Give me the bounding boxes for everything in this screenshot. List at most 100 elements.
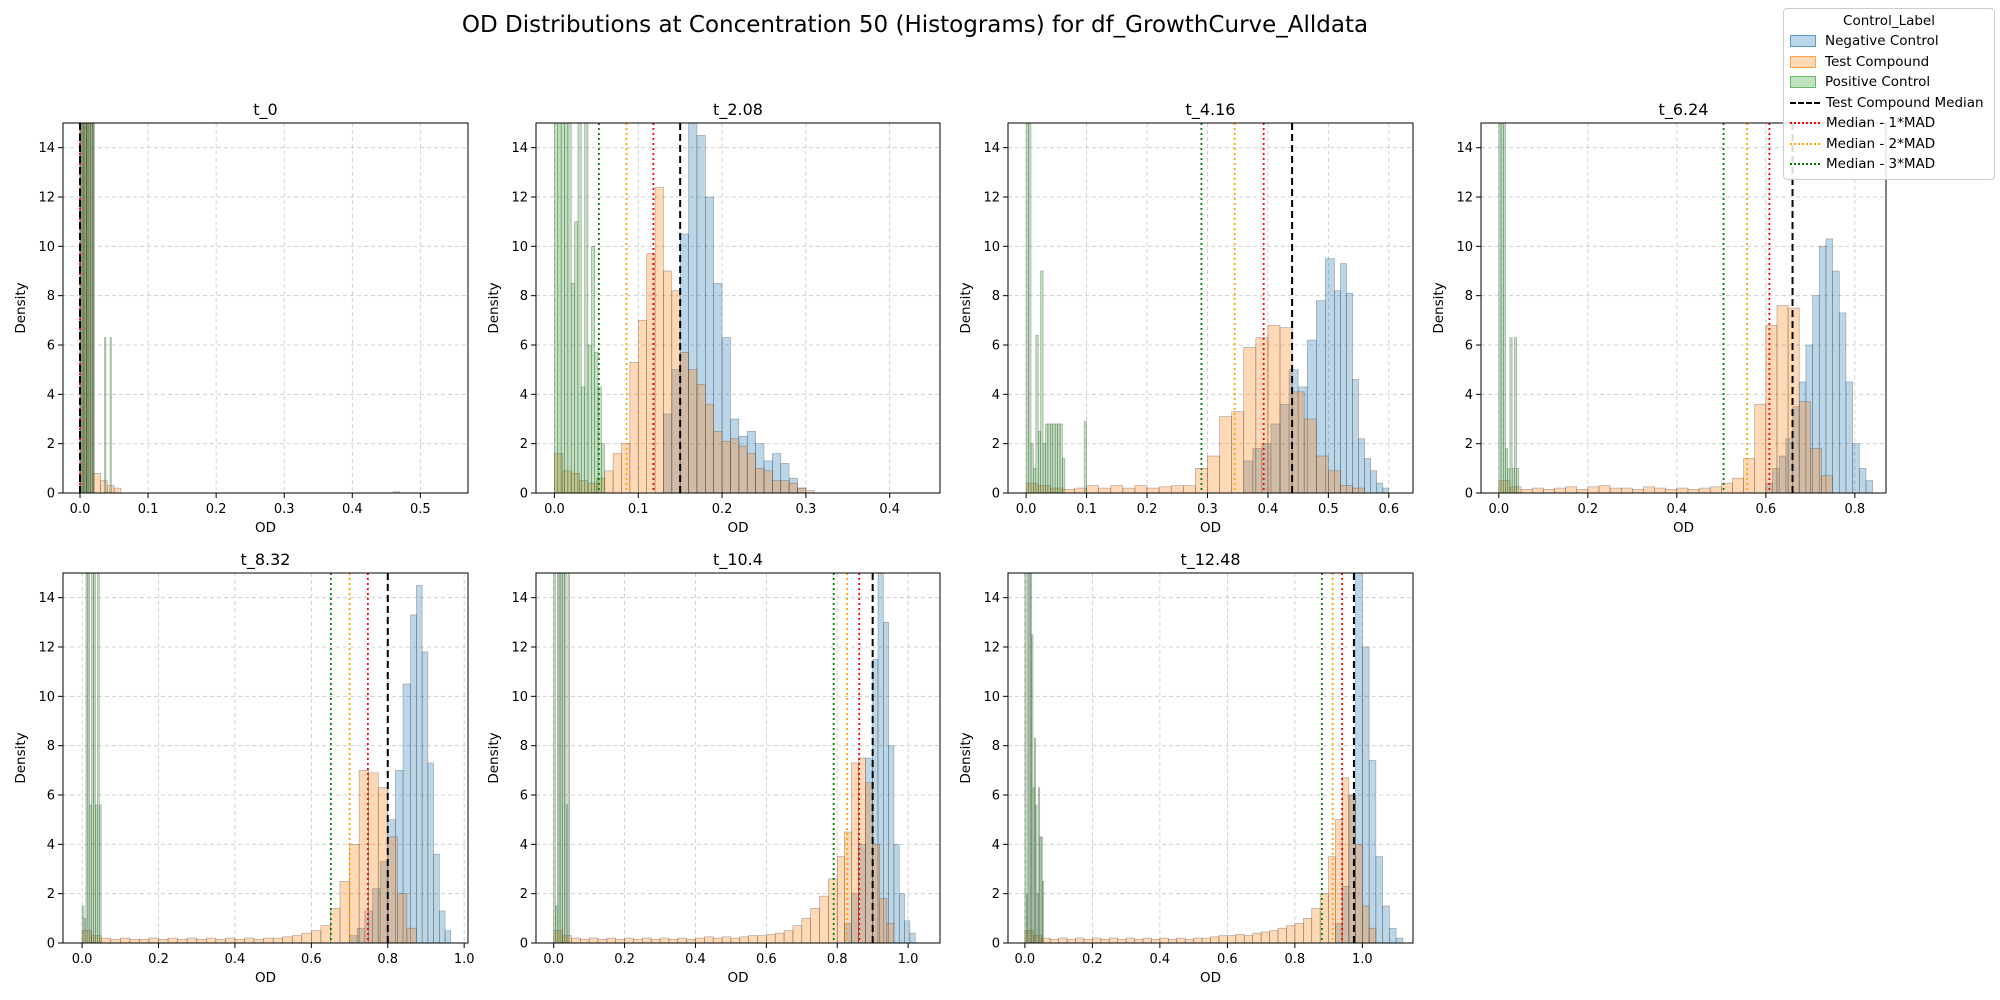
x-tick-label: 0.8 [1845, 502, 1866, 517]
negative-bar [904, 920, 911, 943]
test-bar [836, 856, 845, 943]
test-bar [1654, 487, 1666, 493]
legend-line-sample [1790, 101, 1820, 104]
positive-bar [1024, 573, 1027, 943]
test-bar [844, 831, 852, 943]
positive-bar [601, 443, 606, 493]
test-bar [1231, 411, 1245, 493]
negative-bar [1382, 487, 1390, 493]
test-bar [1184, 938, 1194, 943]
y-tick-label: 8 [47, 739, 55, 754]
x-tick-label: 1.0 [898, 952, 919, 967]
x-tick-label: 0.4 [1258, 502, 1279, 517]
positive-bar [81, 123, 85, 493]
test-bar [311, 930, 322, 943]
y-tick-label: 14 [38, 141, 55, 156]
test-bar [1277, 927, 1287, 943]
axes-frame [62, 572, 469, 944]
test-bar [110, 938, 121, 943]
positive-bar [553, 573, 556, 943]
subplot-title: t_4.16 [1186, 100, 1236, 120]
negative-bar [1346, 292, 1353, 493]
x-tick-label: 0.4 [685, 952, 706, 967]
test-bar [650, 938, 661, 943]
test-bar [1311, 908, 1321, 943]
x-tick-label: 0.1 [138, 502, 159, 517]
positive-bar [1500, 123, 1504, 493]
test-bar [1058, 937, 1068, 943]
y-axis-label: Density [13, 282, 29, 333]
y-tick-label: 10 [1456, 240, 1473, 255]
negative-bar [705, 196, 714, 493]
y-tick-label: 14 [1456, 141, 1473, 156]
x-tick-label: 0.6 [1755, 502, 1776, 517]
subplot: 0.0 0.2 0.4 0.6 0.8 1.0 0 2 4 6 8 10 12 14 t_12.48 OD De… [958, 550, 1414, 986]
positive-bar [1025, 893, 1028, 943]
negative-bar [1832, 270, 1840, 493]
positive-bar [557, 123, 562, 493]
y-tick-label: 14 [983, 141, 1000, 156]
x-tick-label: 0.6 [756, 952, 777, 967]
test-bar [1086, 485, 1099, 493]
test-bar [1243, 347, 1257, 493]
test-bar [368, 772, 379, 943]
test-bar [1587, 486, 1600, 493]
test-bar [1676, 487, 1689, 493]
test-bar [1066, 938, 1076, 943]
test-bar [730, 438, 740, 493]
plot-area [1024, 573, 1404, 943]
test-bar [253, 938, 264, 943]
plot-area [79, 123, 401, 493]
test-bar [1620, 487, 1633, 493]
test-bar [1765, 324, 1778, 493]
y-tick-label: 14 [983, 591, 1000, 606]
test-bar [387, 836, 398, 943]
y-tick-label: 12 [983, 191, 1000, 206]
test-bar [668, 938, 679, 943]
test-bar [1520, 488, 1533, 493]
test-bar [1319, 893, 1329, 943]
x-tick-label: 0.0 [544, 502, 565, 517]
test-bar [721, 440, 731, 493]
test-bar [624, 937, 634, 943]
y-tick-label: 12 [511, 641, 528, 656]
x-tick-label: 0.2 [206, 502, 227, 517]
x-tick-label: 0.2 [1137, 502, 1158, 517]
test-bar [1193, 937, 1203, 943]
x-tick-label: 0.4 [1150, 952, 1171, 967]
positive-bar [98, 804, 102, 943]
x-axis-label: OD [255, 520, 276, 536]
test-bar [695, 937, 705, 943]
test-bar [406, 927, 417, 943]
axes-frame [535, 122, 941, 494]
y-tick-label: 0 [47, 937, 55, 952]
test-bar [858, 757, 866, 943]
test-bar [819, 895, 829, 943]
positive-bar [1027, 573, 1030, 943]
negative-bar [1778, 455, 1787, 493]
test-bar [397, 893, 408, 943]
negative-bar [746, 431, 756, 493]
test-bar [339, 881, 350, 943]
legend-item: Test Compound Median [1790, 93, 1988, 114]
legend-swatch [1790, 76, 1816, 89]
test-bar [788, 482, 798, 493]
legend-item: Positive Control [1790, 72, 1988, 93]
y-tick-label: 4 [47, 838, 55, 853]
test-bar [234, 938, 245, 943]
positive-bar [89, 123, 93, 493]
test-bar [1632, 488, 1644, 493]
y-tick-label: 0 [992, 487, 1000, 502]
y-tick-label: 6 [47, 789, 55, 804]
test-bar [1134, 938, 1144, 943]
x-tick-label: 0.2 [712, 502, 733, 517]
subplot: 0.0 0.2 0.4 0.6 0.8 1.0 0 2 4 6 8 10 12 14 t_10.4 OD Den… [486, 550, 941, 986]
test-bar [1050, 487, 1063, 493]
test-bar [755, 468, 765, 493]
negative-bar [1348, 794, 1356, 943]
test-bar [225, 937, 236, 943]
negative-bar [1858, 468, 1867, 493]
negative-bar [730, 418, 740, 493]
positive-bar [1033, 468, 1037, 493]
negative-bar [416, 585, 423, 943]
